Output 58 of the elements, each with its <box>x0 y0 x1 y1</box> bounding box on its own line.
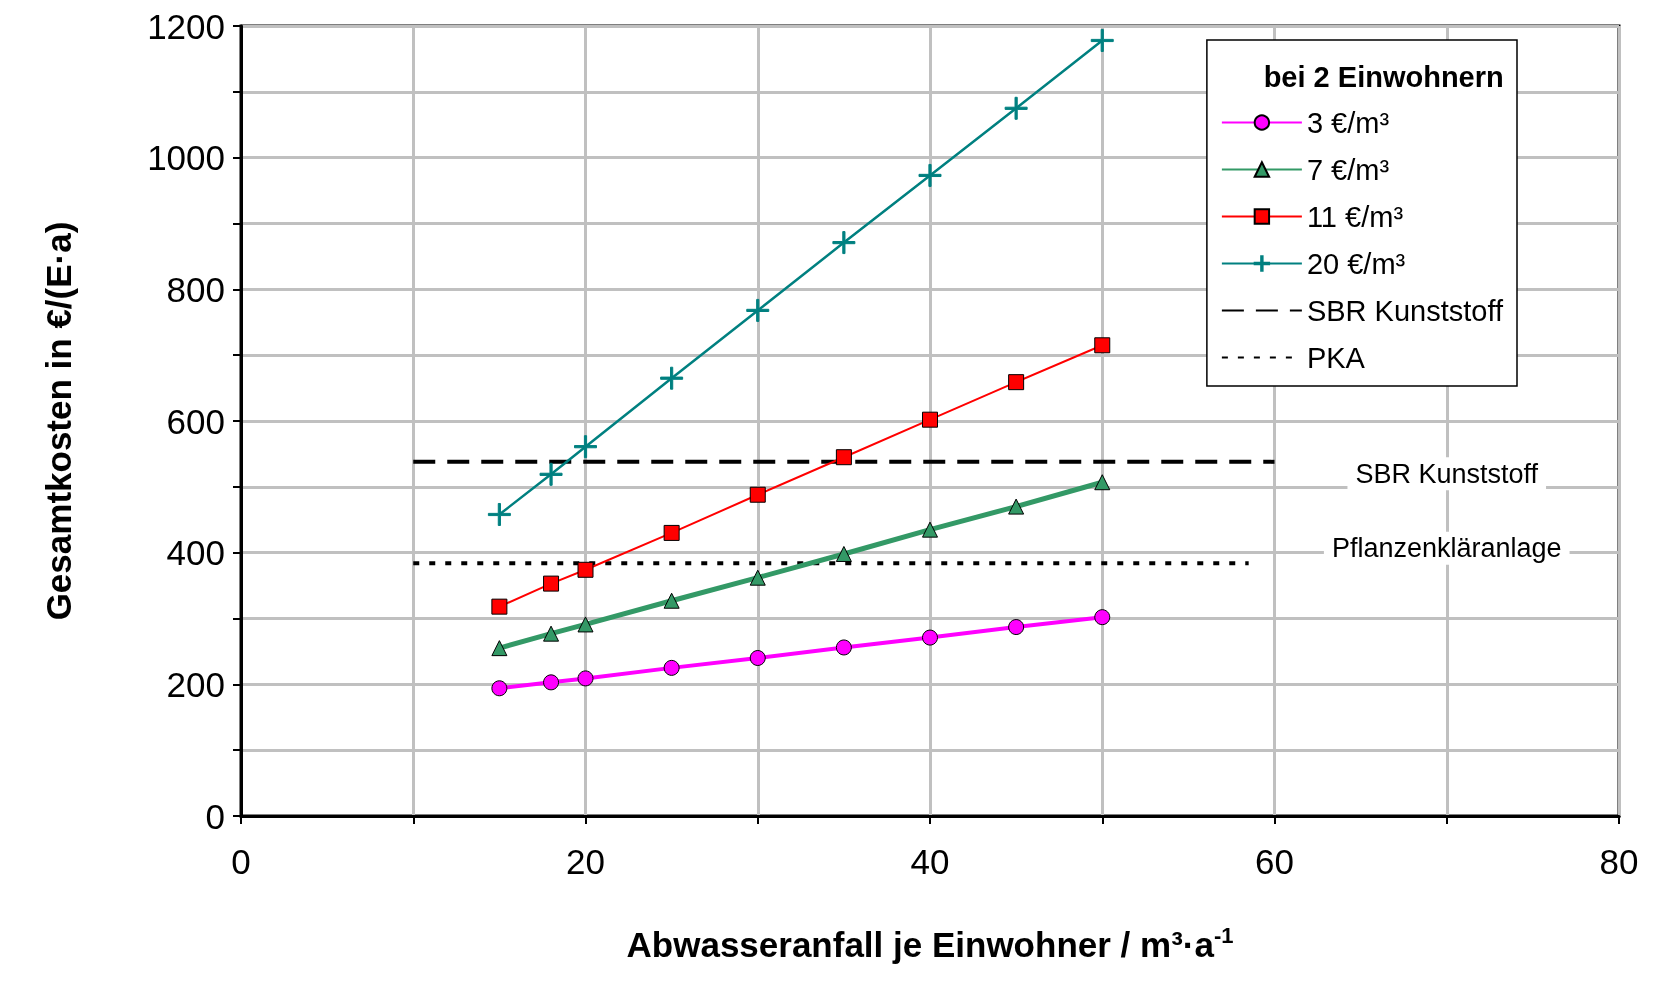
point <box>922 411 938 428</box>
y-tick-label: 0 <box>205 796 225 836</box>
legend-title: bei 2 Einwohnern <box>1263 61 1504 94</box>
point <box>1094 474 1111 491</box>
point <box>543 674 560 691</box>
point <box>577 561 594 578</box>
y-tick-label: 400 <box>166 533 225 573</box>
annotation: Pflanzenkläranlage <box>1331 533 1562 564</box>
point <box>487 502 511 526</box>
point <box>835 639 852 656</box>
point <box>491 680 508 697</box>
point <box>749 650 766 666</box>
point <box>1008 374 1025 391</box>
legend-label: SBR Kunststoff <box>1306 294 1504 327</box>
legend-label: 3 €/m³ <box>1306 106 1390 139</box>
point <box>1004 96 1028 120</box>
x-tick-label: 60 <box>1255 842 1294 881</box>
y-axis-title: Gesamtkosten in €/(E·a) <box>39 221 78 621</box>
point <box>574 435 597 459</box>
y-tick-label: 600 <box>166 401 225 441</box>
legend-label: 7 €/m³ <box>1306 153 1390 186</box>
point <box>749 569 766 586</box>
point <box>749 486 766 503</box>
x-tick-label: 80 <box>1599 842 1639 881</box>
point <box>539 462 563 486</box>
point <box>543 575 560 592</box>
point <box>922 521 938 538</box>
y-tick-label: 800 <box>166 269 225 309</box>
point <box>918 163 942 187</box>
legend-label: PKA <box>1306 341 1366 374</box>
point <box>922 629 938 646</box>
x-tick-label: 40 <box>910 842 950 881</box>
point <box>1008 619 1025 636</box>
x-tick-label: 20 <box>566 842 605 881</box>
annotation: SBR Kunststoff <box>1355 458 1539 489</box>
point <box>577 616 594 633</box>
point <box>1090 28 1114 52</box>
point <box>543 625 560 642</box>
point <box>832 231 856 255</box>
point <box>577 670 594 687</box>
point <box>663 524 680 541</box>
legend-label: 11 €/m³ <box>1306 200 1404 233</box>
point <box>663 592 680 609</box>
y-tick-label: 200 <box>166 664 225 704</box>
point <box>1094 337 1111 354</box>
point <box>835 545 852 562</box>
point <box>663 659 680 676</box>
y-tick-label: 1200 <box>147 6 225 46</box>
point <box>835 449 852 466</box>
legend-label: 20 €/m³ <box>1306 247 1406 280</box>
point <box>1008 498 1025 515</box>
y-tick-label: 1000 <box>147 138 225 178</box>
point <box>746 298 770 322</box>
point <box>491 598 508 615</box>
x-tick-label: 0 <box>231 842 251 881</box>
point <box>491 640 508 657</box>
point <box>660 366 684 390</box>
point <box>1094 609 1111 626</box>
